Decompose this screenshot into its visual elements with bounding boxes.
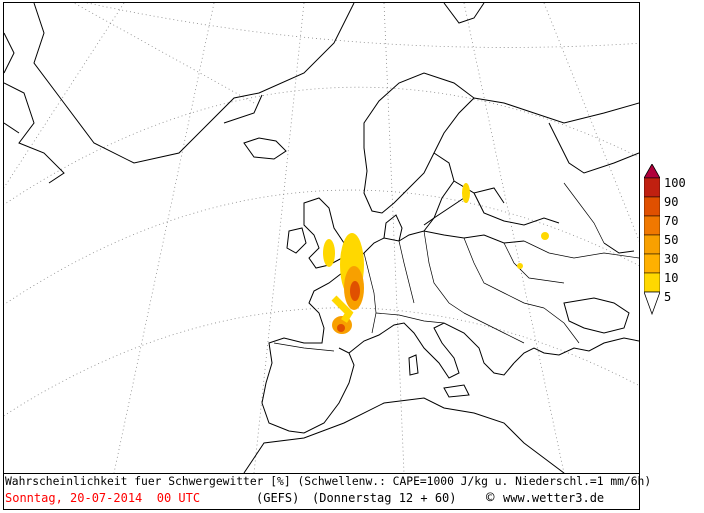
borders <box>273 180 639 352</box>
probability-legend: 100 90 70 50 30 10 5 <box>644 164 702 320</box>
prob-area-10-east <box>517 263 523 269</box>
prob-area-10-scandinavia <box>462 183 470 203</box>
legend-colorbar <box>644 164 660 316</box>
copyright-icon: © <box>486 490 495 506</box>
caption-title: Wahrscheinlichkeit fuer Schwergewitter [… <box>5 475 652 488</box>
legend-label-50: 50 <box>664 233 679 247</box>
legend-swatch-10 <box>644 253 660 274</box>
caption-model: (GEFS) <box>256 491 300 505</box>
prob-band-10 <box>331 295 354 323</box>
legend-top-arrow <box>644 164 660 179</box>
legend-label-30: 30 <box>664 252 679 266</box>
legend-label-5: 5 <box>664 290 672 304</box>
caption-site: www.wetter3.de <box>503 491 605 505</box>
legend-label-100: 100 <box>664 176 686 190</box>
legend-label-70: 70 <box>664 214 679 228</box>
prob-area-50-south <box>337 324 345 332</box>
graticule <box>4 3 639 473</box>
legend-swatch-50 <box>644 215 660 236</box>
legend-label-90: 90 <box>664 195 679 209</box>
legend-swatch-90 <box>644 177 660 198</box>
legend-swatch-5 <box>644 272 660 293</box>
europe-map-svg <box>4 3 639 473</box>
probability-field <box>323 183 549 334</box>
prob-area-10-baltic <box>541 232 549 240</box>
map-caption: Wahrscheinlichkeit fuer Schwergewitter [… <box>3 473 651 510</box>
caption-date: Sonntag, 20-07-2014 00 UTC <box>5 491 201 505</box>
legend-bottom-arrow <box>644 291 660 316</box>
caption-forecast: (Donnerstag 12 + 60) <box>312 491 457 505</box>
prob-area-50 <box>350 281 360 301</box>
legend-swatch-30 <box>644 234 660 255</box>
legend-label-10: 10 <box>664 271 679 285</box>
prob-area-10-uk <box>323 239 335 267</box>
forecast-map <box>3 2 640 474</box>
legend-swatch-70 <box>644 196 660 217</box>
